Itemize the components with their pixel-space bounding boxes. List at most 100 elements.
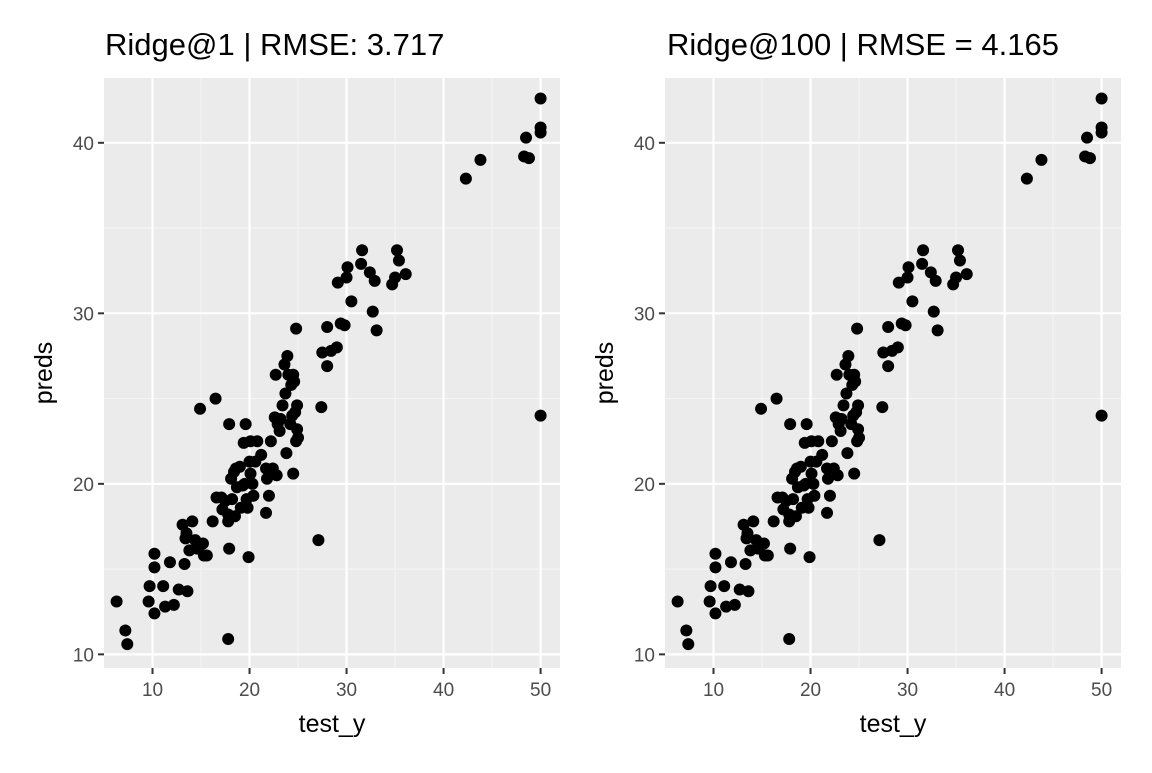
data-point	[724, 556, 737, 569]
data-point	[709, 607, 722, 620]
data-point	[835, 413, 848, 426]
data-point	[960, 268, 973, 281]
data-point	[953, 254, 966, 267]
y-tick-label: 20	[73, 475, 94, 496]
data-point	[222, 633, 235, 646]
data-point	[321, 320, 334, 333]
data-point	[916, 257, 929, 270]
data-point	[366, 305, 379, 318]
data-point	[251, 435, 264, 448]
data-point	[264, 435, 277, 448]
data-point	[292, 431, 305, 444]
data-point	[805, 467, 818, 480]
y-axis-label: preds	[30, 342, 58, 405]
data-point	[821, 506, 834, 519]
data-point	[682, 638, 695, 651]
data-point	[848, 467, 861, 480]
data-point	[119, 624, 132, 637]
data-point	[852, 399, 865, 412]
data-point	[882, 360, 895, 373]
data-point	[287, 467, 300, 480]
y-tick-label: 10	[73, 645, 94, 666]
data-point	[341, 261, 354, 274]
x-axis-label: test_y	[299, 710, 366, 738]
data-point	[1083, 152, 1096, 165]
data-point	[167, 598, 180, 611]
y-tick-label: 30	[634, 304, 655, 325]
data-point	[226, 493, 239, 506]
data-point	[186, 515, 199, 528]
data-point	[181, 585, 194, 598]
data-point	[1095, 92, 1108, 105]
data-point	[842, 349, 855, 362]
data-point	[194, 402, 207, 415]
data-point	[671, 595, 684, 608]
data-point	[331, 276, 344, 289]
data-point	[312, 534, 325, 547]
y-tick-label: 10	[634, 645, 655, 666]
data-point	[789, 510, 802, 523]
y-tick-label: 40	[634, 134, 655, 155]
data-point	[680, 624, 693, 637]
data-point	[391, 244, 404, 257]
data-point	[882, 320, 895, 333]
data-point	[260, 506, 273, 519]
data-point	[260, 472, 273, 485]
data-point	[143, 580, 156, 593]
chart-title: Ridge@100 | RMSE = 4.165	[667, 27, 1059, 62]
data-point	[223, 418, 236, 431]
data-point	[534, 126, 547, 139]
data-point	[741, 527, 754, 540]
data-point	[255, 448, 268, 461]
data-point	[849, 375, 862, 388]
data-point	[180, 527, 193, 540]
data-point	[242, 551, 255, 564]
panel-1: 10 20 30 40 50 10 20 30 40 Ridge@1 | RMSE: 3.717 t…	[30, 27, 560, 738]
x-tick-label: 50	[530, 680, 551, 701]
data-point	[906, 295, 919, 308]
data-point	[892, 276, 905, 289]
data-point	[703, 595, 716, 608]
data-point	[1095, 126, 1108, 139]
panel-background	[665, 78, 1121, 668]
data-point	[761, 549, 774, 562]
data-point	[228, 510, 241, 523]
data-point	[876, 401, 889, 414]
data-point	[178, 557, 191, 570]
data-point	[808, 489, 821, 502]
data-point	[392, 254, 405, 267]
data-point	[247, 489, 260, 502]
data-point	[929, 274, 942, 287]
data-point	[718, 580, 731, 593]
panel-background	[104, 78, 560, 668]
data-point	[794, 460, 807, 473]
data-point	[783, 633, 796, 646]
data-point	[787, 493, 800, 506]
x-tick-label: 30	[336, 680, 357, 701]
data-point	[803, 551, 816, 564]
data-point	[520, 131, 533, 144]
data-point	[206, 515, 219, 528]
data-point	[812, 435, 825, 448]
data-point	[315, 401, 328, 414]
y-tick-label: 30	[73, 304, 94, 325]
data-point	[802, 501, 815, 514]
data-point	[739, 557, 752, 570]
data-point	[196, 537, 209, 550]
data-point	[399, 268, 412, 281]
data-point	[223, 542, 236, 555]
data-point	[742, 585, 755, 598]
data-point	[241, 501, 254, 514]
data-point	[770, 392, 783, 405]
data-point	[816, 448, 829, 461]
data-point	[340, 271, 353, 284]
data-point	[291, 399, 304, 412]
data-point	[755, 402, 768, 415]
data-point	[1095, 409, 1108, 422]
data-point	[148, 607, 161, 620]
data-point	[841, 447, 854, 460]
data-point	[233, 460, 246, 473]
data-point	[338, 319, 351, 332]
data-point	[269, 368, 282, 381]
data-point	[767, 515, 780, 528]
